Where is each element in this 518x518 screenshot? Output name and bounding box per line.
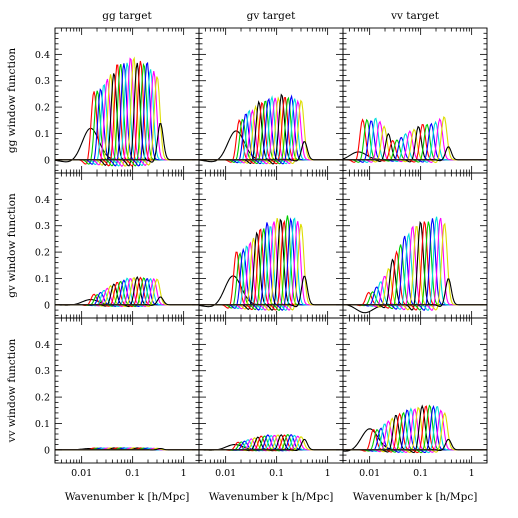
y-tick-label: 0.3 [35,221,50,232]
labels-layer: 0 0.1 0.2 0.3 0.4 0 0.1 0.2 0.3 0.4 0 0.1 0.2 0.3 0.4 0… [6,10,477,503]
panel-r2-c0 [54,317,200,464]
x-tick-label: 0.01 [71,468,92,479]
x-tick-label: 0.01 [359,468,380,479]
panel-frame [54,317,200,464]
window-curve-21 [199,141,343,162]
window-curve-13 [343,406,487,454]
y-tick-label: 0 [44,445,50,456]
panel-curves [343,115,487,164]
panel-curves [55,447,199,451]
y-tick-label: 0.4 [35,340,50,351]
x-ticks [198,173,344,318]
panel-frame [342,317,488,464]
y-tick-label: 0.4 [35,195,50,206]
x-ticks [342,173,488,318]
row-label-0: gg window function [6,48,18,153]
column-title-0: gg target [102,10,152,22]
x-ticks [54,173,200,318]
x-tick-label: 0.1 [269,468,284,479]
panel-r1-c0 [54,172,200,319]
row-label-1: gv window function [6,193,18,298]
y-tick-label: 0 [44,155,50,166]
y-tick-label: 0.1 [35,419,50,430]
y-tick-label: 0.1 [35,274,50,285]
window-curve-21 [55,447,199,451]
x-ticks [342,318,488,463]
window-curve-21 [55,123,199,163]
panel-r1-c2 [342,172,488,319]
panel-r2-c2 [342,317,488,464]
y-tick-label: 0.1 [35,129,50,140]
window-curve-21 [343,146,487,162]
panel-curves [55,276,199,308]
x-tick-label: 1 [181,468,187,479]
x-tick-label: 0.1 [413,468,428,479]
panel-curves [199,93,343,165]
panel-r0-c2 [342,27,488,174]
y-tick-label: 0.2 [35,248,50,259]
panel-r0-c1 [198,27,344,174]
y-tick-label: 0.4 [35,50,50,61]
window-curve-21 [55,296,199,306]
y-tick-label: 0 [44,300,50,311]
x-tick-label: 0.01 [215,468,236,479]
window-curve-0 [55,127,199,163]
panel-curves [55,56,199,167]
column-title-2: vv target [390,10,440,22]
y-tick-label: 0.3 [35,76,50,87]
y-tick-label: 0.3 [35,366,50,377]
y-tick-label: 0.2 [35,103,50,114]
x-ticks [198,28,344,173]
row-label-2: vv window function [6,338,18,443]
panel-frame [342,27,488,174]
x-ticks [54,318,200,463]
x-axis-label-2: Wavenumber k [h/Mpc] [353,491,478,503]
window-curve-9 [199,100,343,165]
x-tick-label: 0.1 [125,468,140,479]
x-tick-label: 1 [469,468,475,479]
window-curve-21 [199,438,343,452]
panel-curves [343,216,487,314]
panel-curves [199,215,343,312]
x-axis-label-0: Wavenumber k [h/Mpc] [65,491,190,503]
x-axis-label-1: Wavenumber k [h/Mpc] [209,491,334,503]
column-title-1: gv target [247,10,296,22]
panel-r1-c1 [198,172,344,319]
panels-layer [54,27,488,464]
y-tick-label: 0.2 [35,393,50,404]
x-tick-label: 1 [325,468,331,479]
x-ticks [342,28,488,173]
panel-curves [343,404,487,454]
window-curve-21 [199,275,343,308]
window-curve-21 [343,438,487,452]
panel-r0-c0 [54,27,200,174]
window-curve-21 [343,278,487,308]
panel-r2-c1 [198,317,344,464]
panel-curves [199,433,343,452]
